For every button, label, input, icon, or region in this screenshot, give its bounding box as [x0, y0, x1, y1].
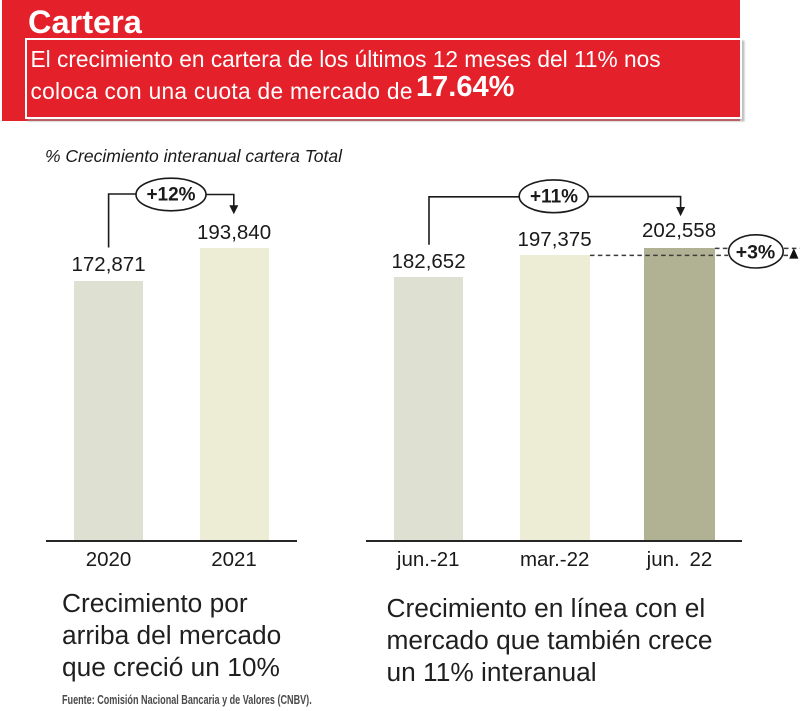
svg-text:+11%: +11%	[530, 186, 578, 207]
svg-text:+3%: +3%	[736, 242, 776, 264]
svg-text:+12%: +12%	[146, 185, 195, 206]
